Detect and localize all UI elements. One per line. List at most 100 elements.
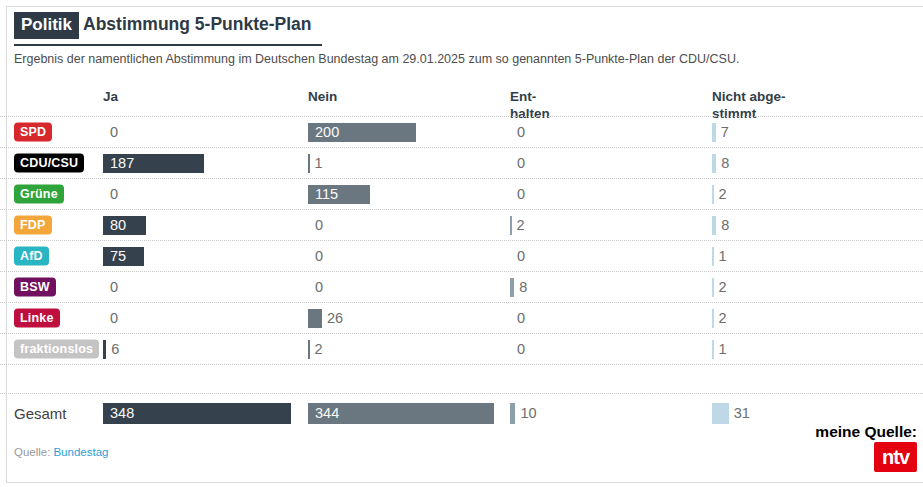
vote-value: 2 bbox=[517, 218, 525, 233]
vote-value: 8 bbox=[721, 218, 729, 233]
vote-cell: 0 bbox=[308, 210, 323, 240]
vote-cell: 6 bbox=[103, 334, 119, 364]
vote-value: 0 bbox=[517, 125, 525, 140]
vote-cell: 344 bbox=[308, 394, 494, 432]
vote-cell: 80 bbox=[103, 210, 146, 240]
vote-value: 187 bbox=[110, 156, 134, 171]
vote-cell: 115 bbox=[308, 179, 370, 209]
vote-cell: 1 bbox=[308, 148, 323, 178]
vote-bar bbox=[712, 216, 716, 235]
ntv-logo-text: ntv bbox=[882, 446, 909, 469]
vote-value: 0 bbox=[315, 280, 323, 295]
vote-cell: 2 bbox=[308, 334, 323, 364]
vote-value: 0 bbox=[517, 156, 525, 171]
vote-value: 200 bbox=[315, 125, 339, 140]
vote-value: 115 bbox=[315, 187, 338, 202]
vote-bar bbox=[712, 123, 716, 142]
vote-value: 0 bbox=[110, 311, 118, 326]
vote-value: 2 bbox=[315, 342, 323, 357]
vote-value: 0 bbox=[110, 187, 118, 202]
vote-bar bbox=[308, 309, 322, 328]
vote-value: 2 bbox=[719, 280, 727, 295]
vote-value: 0 bbox=[110, 125, 118, 140]
vote-value: 1 bbox=[719, 342, 727, 357]
vote-value: 1 bbox=[719, 249, 727, 264]
vote-cell: 348 bbox=[103, 394, 291, 432]
vote-value: 31 bbox=[734, 406, 750, 421]
party-badge: Linke bbox=[14, 309, 60, 328]
vote-cell: 75 bbox=[103, 241, 144, 271]
vote-cell: 0 bbox=[510, 334, 525, 364]
vote-value: 1 bbox=[315, 156, 323, 171]
vote-cell: 0 bbox=[510, 303, 525, 333]
vote-cell: 2 bbox=[510, 210, 525, 240]
vote-value: 0 bbox=[110, 280, 118, 295]
vote-cell: 0 bbox=[103, 117, 118, 147]
vote-cell: 31 bbox=[712, 394, 750, 432]
source-label: Quelle: bbox=[14, 446, 50, 458]
party-badge: SPD bbox=[14, 123, 52, 142]
vote-cell: 1 bbox=[712, 241, 727, 271]
vote-infographic: PolitikAbstimmung 5-Punkte-Plan Ergebnis… bbox=[0, 0, 923, 487]
vote-value: 8 bbox=[721, 156, 729, 171]
party-badge: CDU/CSU bbox=[14, 154, 84, 173]
vote-value: 0 bbox=[517, 187, 525, 202]
party-badge: AfD bbox=[14, 247, 49, 266]
table-row: Linke02602 bbox=[0, 303, 923, 334]
subtitle: Ergebnis der namentlichen Abstimmung im … bbox=[14, 52, 903, 66]
vote-bar bbox=[712, 309, 714, 328]
vote-cell: 2 bbox=[712, 272, 727, 302]
vote-value: 6 bbox=[111, 342, 119, 357]
vote-bar bbox=[712, 340, 714, 359]
ntv-logo: ntv bbox=[874, 442, 917, 472]
vote-cell: 0 bbox=[103, 272, 118, 302]
vote-value: 348 bbox=[110, 406, 134, 421]
source-link[interactable]: Bundestag bbox=[53, 446, 108, 458]
table-row: Grüne011502 bbox=[0, 179, 923, 210]
vote-bar bbox=[712, 154, 716, 173]
vote-value: 80 bbox=[110, 218, 126, 233]
vote-bar bbox=[712, 247, 714, 266]
vote-cell: 0 bbox=[510, 179, 525, 209]
vote-cell: 0 bbox=[308, 272, 323, 302]
party-badge: BSW bbox=[14, 278, 56, 297]
vote-value: 0 bbox=[315, 218, 323, 233]
table-row: FDP80028 bbox=[0, 210, 923, 241]
table-row: SPD 0 200 0 7 bbox=[0, 117, 923, 148]
vote-cell: 8 bbox=[712, 210, 729, 240]
vote-cell: 8 bbox=[712, 148, 729, 178]
party-badge: Grüne bbox=[14, 185, 64, 204]
vote-cell: 187 bbox=[103, 148, 204, 178]
vote-value: 0 bbox=[315, 249, 323, 264]
vote-bar bbox=[712, 403, 729, 424]
total-row: Gesamt 348 344 10 31 bbox=[0, 393, 923, 432]
vote-bar bbox=[510, 216, 512, 235]
table-row: fraktionslos6201 bbox=[0, 334, 923, 365]
vote-bar bbox=[308, 154, 310, 173]
total-label: Gesamt bbox=[14, 405, 67, 422]
vote-value: 0 bbox=[517, 342, 525, 357]
vote-value: 10 bbox=[520, 406, 536, 421]
source-line: Quelle:Bundestag bbox=[14, 446, 108, 458]
vote-value: 8 bbox=[519, 280, 527, 295]
vote-cell: 0 bbox=[510, 117, 525, 147]
vote-cell: 0 bbox=[103, 179, 118, 209]
table-row: AfD 75 0 0 1 bbox=[0, 241, 923, 272]
vote-value: 75 bbox=[110, 249, 126, 264]
vote-value: 344 bbox=[315, 406, 339, 421]
vote-cell: 0 bbox=[510, 241, 525, 271]
vote-cell: 8 bbox=[510, 272, 527, 302]
vote-cell: 0 bbox=[308, 241, 323, 271]
table-row: CDU/CSU 187 1 0 8 bbox=[0, 148, 923, 179]
vote-cell: 1 bbox=[712, 334, 727, 364]
column-header-ja: Ja bbox=[103, 88, 273, 105]
column-header-nein: Nein bbox=[308, 88, 478, 105]
vote-cell: 0 bbox=[510, 148, 525, 178]
vote-bar bbox=[510, 403, 515, 424]
chart-rows: SPD020007CDU/CSU187108Grüne011502FDP8002… bbox=[0, 116, 923, 365]
vote-value: 0 bbox=[517, 311, 525, 326]
page-title: Abstimmung 5-Punkte-Plan bbox=[83, 14, 312, 34]
vote-cell: 26 bbox=[308, 303, 343, 333]
vote-value: 26 bbox=[327, 311, 343, 326]
vote-value: 7 bbox=[721, 125, 729, 140]
